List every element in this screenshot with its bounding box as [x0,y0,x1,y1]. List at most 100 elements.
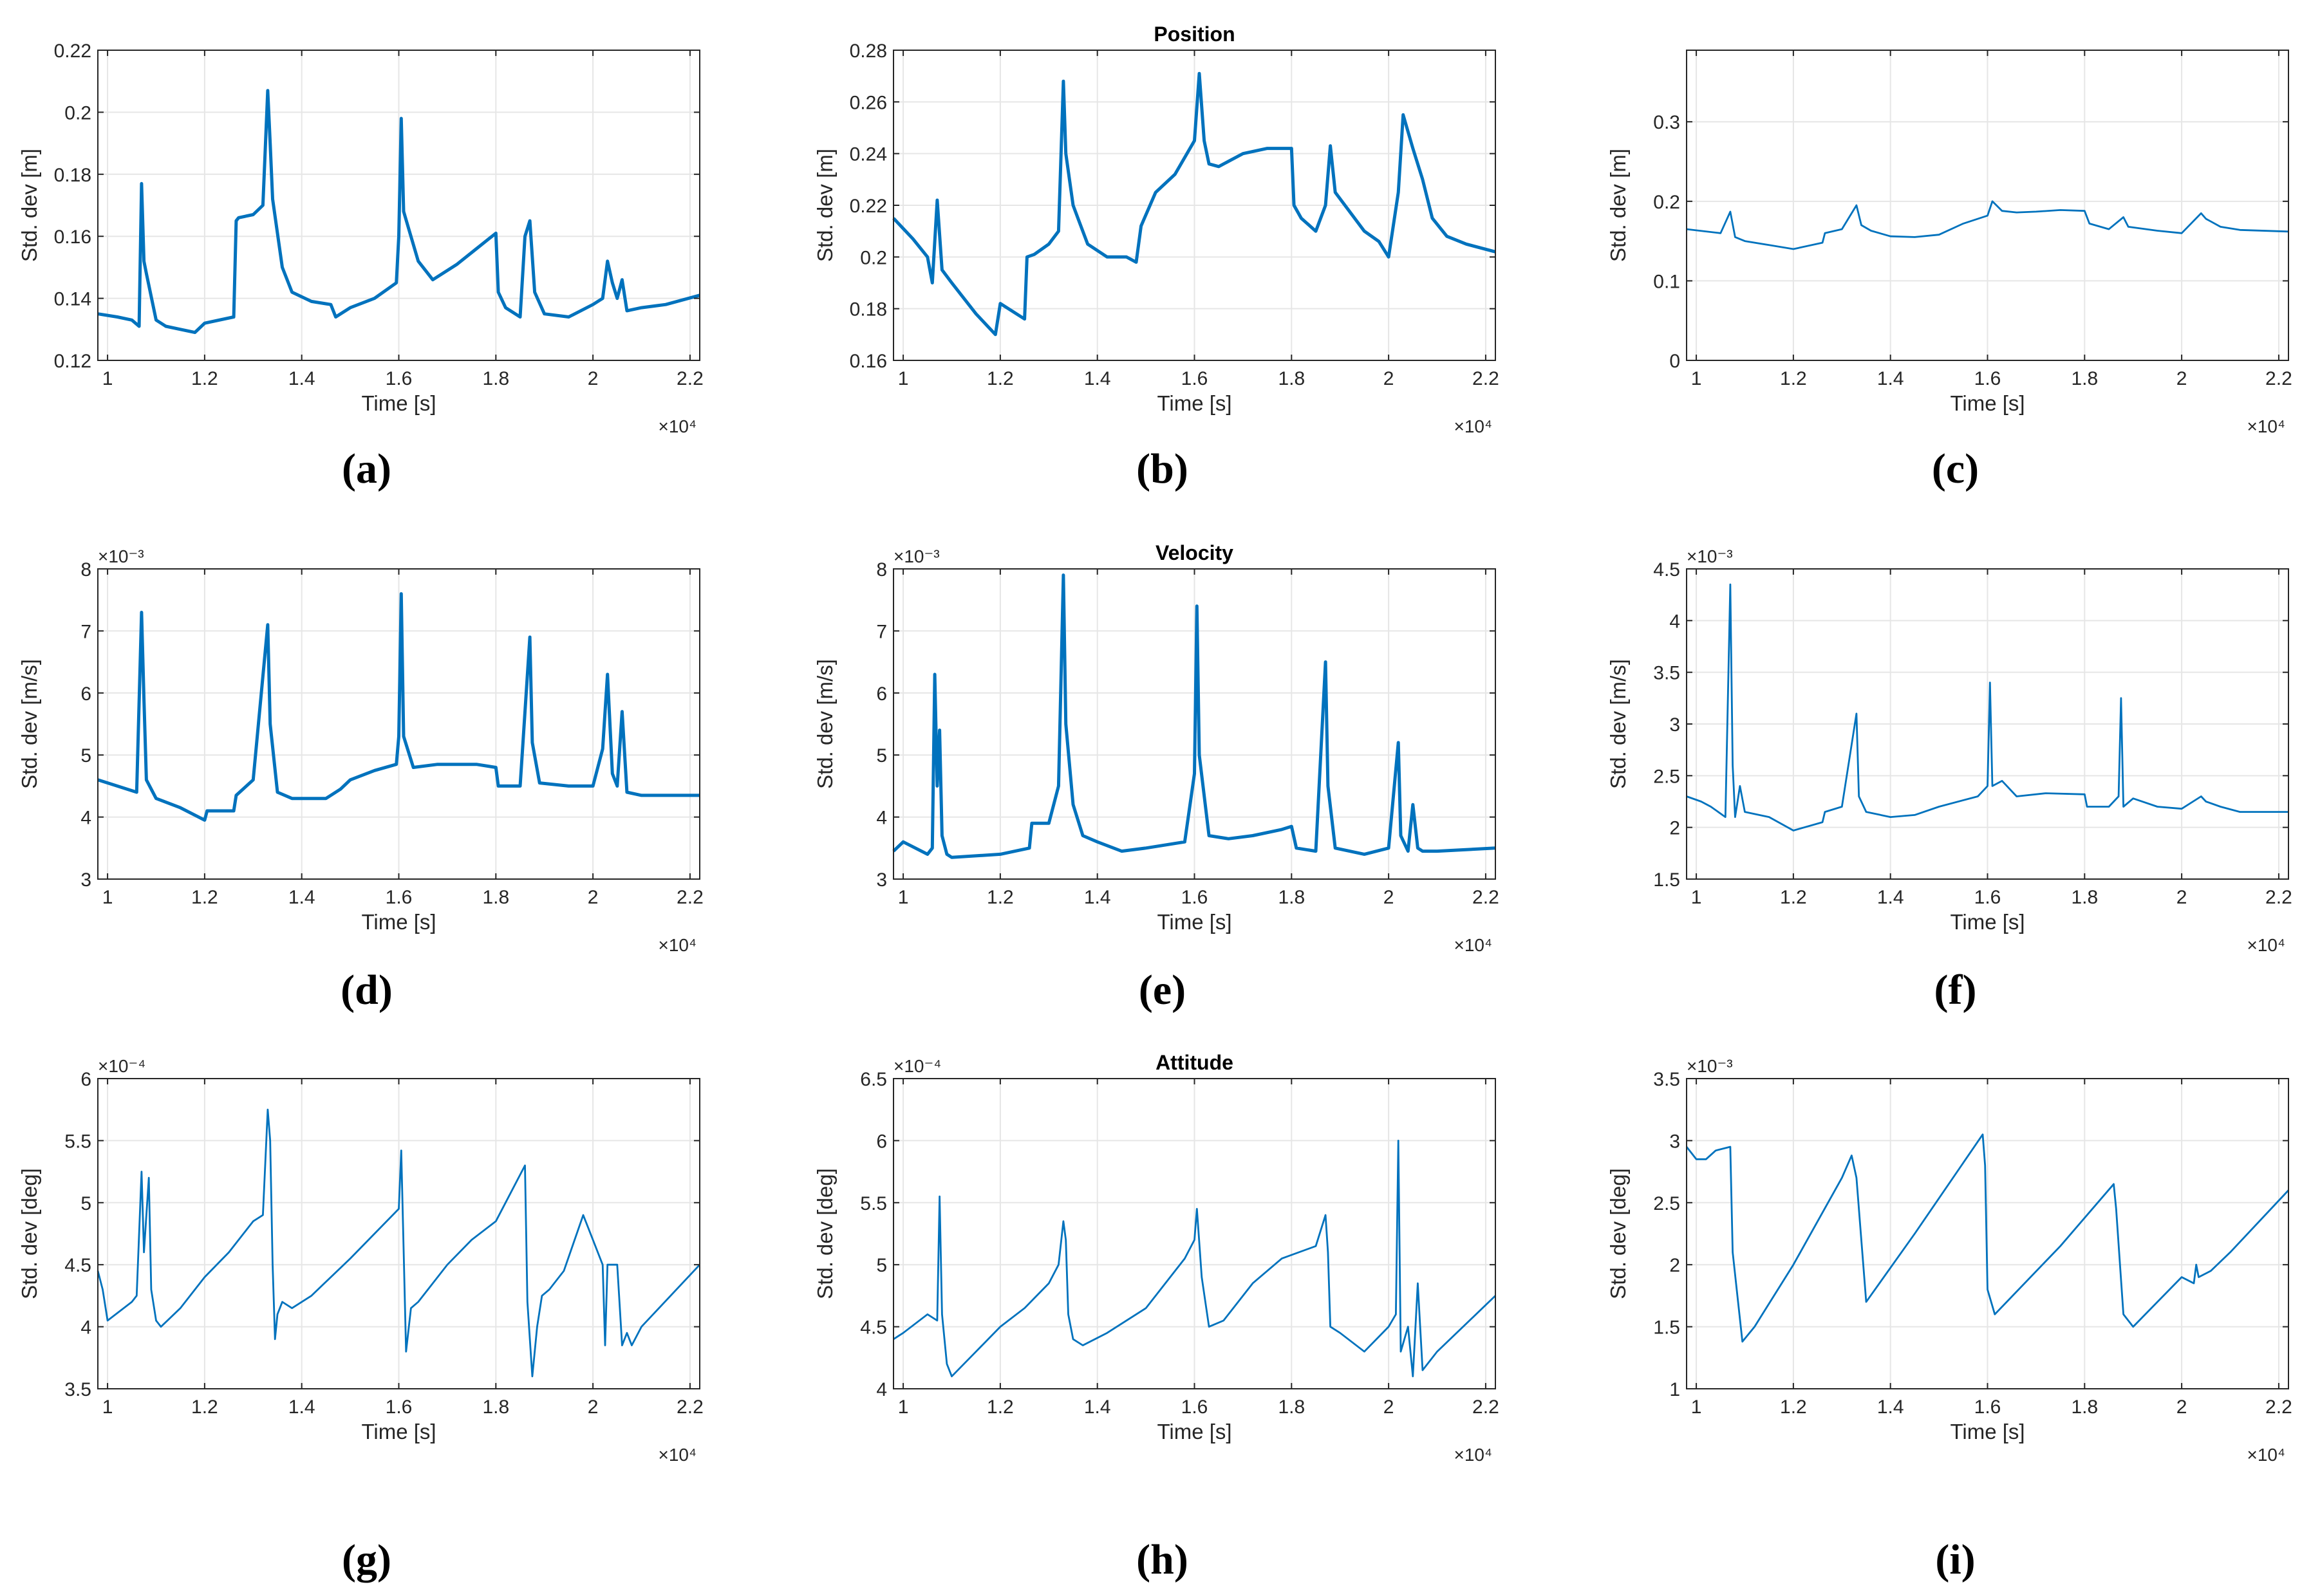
x-axis-label: Time [s] [1157,1420,1231,1443]
x-tick-label: 1.8 [482,368,509,389]
x-axis-label: Time [s] [1157,391,1231,415]
y-tick-label: 3.5 [1653,1069,1680,1090]
data-line [1685,1133,2290,1343]
y-tick-label: 0.18 [54,165,91,186]
y-exponent-label: ×10⁻⁴ [894,1056,941,1076]
y-tick-label: 0.22 [850,196,887,217]
y-tick-label: 5.5 [64,1131,91,1152]
y-exponent-label: ×10⁻³ [98,546,144,566]
y-tick-label: 6 [80,1069,91,1090]
x-tick-label: 2.2 [1472,368,1499,389]
y-tick-label: 3 [876,869,887,891]
y-axis-label: Std. dev [m/s] [17,659,41,789]
y-tick-label: 0.2 [1653,192,1680,213]
x-tick-label: 2 [2176,1396,2187,1418]
y-axis-label: Std. dev [deg] [1606,1168,1630,1299]
x-tick-label: 1.2 [191,1396,218,1418]
x-tick-label: 1.8 [1278,1396,1305,1418]
y-axis-label: Std. dev [deg] [17,1168,41,1299]
x-tick-label: 2 [588,368,599,389]
x-tick-label: 1.8 [1278,368,1305,389]
x-tick-label: 2.2 [677,1396,704,1418]
data-line [1686,583,2288,831]
chart-panel-f: 1 1.2 1.4 1.6 1.8 2 2.2 1.5 2 2.5 3 3.5 4 4.5 Time [s]… [1606,546,2292,1014]
y-tick-label: 4 [80,808,91,829]
y-tick-label: 6 [876,1131,887,1152]
x-tick-label: 2 [2176,368,2187,389]
x-tick-label: 1.2 [1780,1396,1807,1418]
x-axis-label: Time [s] [1950,391,2025,415]
x-tick-label: 1.2 [987,1396,1014,1418]
y-tick-label: 0.24 [850,144,887,165]
data-line [892,573,1496,859]
data-line [97,592,700,822]
x-tick-label: 1.6 [386,1396,413,1418]
y-tick-label: 3 [80,869,91,891]
x-tick-label: 1.8 [2071,1396,2098,1418]
chart-panel-e: 1 1.2 1.4 1.6 1.8 2 2.2 3 4 5 6 7 8 Time [s] Std. dev … [813,541,1499,1014]
chart-title: Attitude [1156,1051,1233,1074]
x-tick-label: 1 [1691,887,1702,908]
y-exponent-label: ×10⁻³ [1687,546,1733,566]
x-axis-label: Time [s] [361,391,436,415]
x-tick-label: 1.2 [987,368,1014,389]
data-line [893,1140,1496,1378]
y-tick-label: 1.5 [1653,1317,1680,1339]
x-tick-label: 1.8 [482,887,509,908]
y-tick-label: 0.1 [1653,271,1680,292]
y-exponent-label: ×10⁻³ [894,546,940,566]
x-tick-label: 1 [898,368,909,389]
x-tick-label: 2 [1383,368,1394,389]
y-tick-label: 3 [1669,714,1680,736]
y-tick-label: 3.5 [64,1379,91,1400]
x-tick-label: 1.6 [1181,368,1208,389]
x-tick-label: 2 [588,887,599,908]
x-exponent-label: ×10⁴ [1454,416,1492,436]
x-tick-label: 1.4 [1877,887,1904,908]
x-axis-label: Time [s] [361,1420,436,1443]
x-tick-label: 1 [1691,368,1702,389]
chart-panel-d: 1 1.2 1.4 1.6 1.8 2 2.2 3 4 5 6 7 8 Time [s] Std. dev … [17,546,704,1014]
x-axis-label: Time [s] [1950,910,2025,934]
x-tick-label: 1 [102,368,113,389]
y-tick-label: 3.5 [1653,663,1680,684]
x-tick-label: 1.6 [386,887,413,908]
x-tick-label: 1.6 [1974,1396,2001,1418]
y-tick-label: 0.22 [54,41,91,62]
y-tick-label: 5 [80,745,91,766]
y-tick-label: 3 [1669,1131,1680,1152]
y-tick-label: 0.28 [850,41,887,62]
y-tick-label: 0.14 [54,289,91,310]
x-exponent-label: ×10⁴ [2247,1445,2285,1465]
y-tick-label: 4 [876,808,887,829]
y-tick-label: 6 [80,683,91,705]
y-tick-label: 8 [80,559,91,580]
x-tick-label: 2.2 [2265,887,2292,908]
x-tick-label: 2.2 [2265,368,2292,389]
y-axis-label: Std. dev [m] [813,149,837,262]
y-tick-label: 5.5 [860,1193,887,1214]
y-tick-label: 0.16 [54,227,91,248]
y-tick-label: 4.5 [64,1255,91,1276]
y-tick-label: 5 [80,1193,91,1214]
y-tick-label: 1.5 [1653,869,1680,891]
y-tick-label: 0.18 [850,299,887,320]
y-tick-label: 0.12 [54,351,91,372]
panel-caption: (c) [1932,445,1979,492]
y-tick-label: 0.3 [1653,112,1680,133]
x-exponent-label: ×10⁴ [2247,935,2285,955]
x-exponent-label: ×10⁴ [1454,1445,1492,1465]
x-tick-label: 1.6 [1974,887,2001,908]
y-tick-label: 5 [876,1255,887,1276]
y-tick-label: 2.5 [1653,1193,1680,1214]
x-tick-label: 2.2 [2265,1396,2292,1418]
chart-panel-c: 1 1.2 1.4 1.6 1.8 2 2.2 0 0.1 0.2 0.3 Time [s] Std. … [1606,50,2292,492]
chart-title: Velocity [1156,541,1233,564]
x-tick-label: 1.4 [288,887,315,908]
panel-caption: (b) [1136,445,1188,492]
y-exponent-label: ×10⁻⁴ [98,1056,145,1076]
x-tick-label: 1 [102,887,113,908]
y-tick-label: 4 [1669,611,1680,632]
chart-panel-g: 1 1.2 1.4 1.6 1.8 2 2.2 3.5 4 4.5 5 5.5 6 Time [s] Std… [17,1056,704,1583]
chart-panel-i: 1 1.2 1.4 1.6 1.8 2 2.2 1 1.5 2 2.5 3 3.5 Time [s] Std… [1606,1056,2292,1583]
